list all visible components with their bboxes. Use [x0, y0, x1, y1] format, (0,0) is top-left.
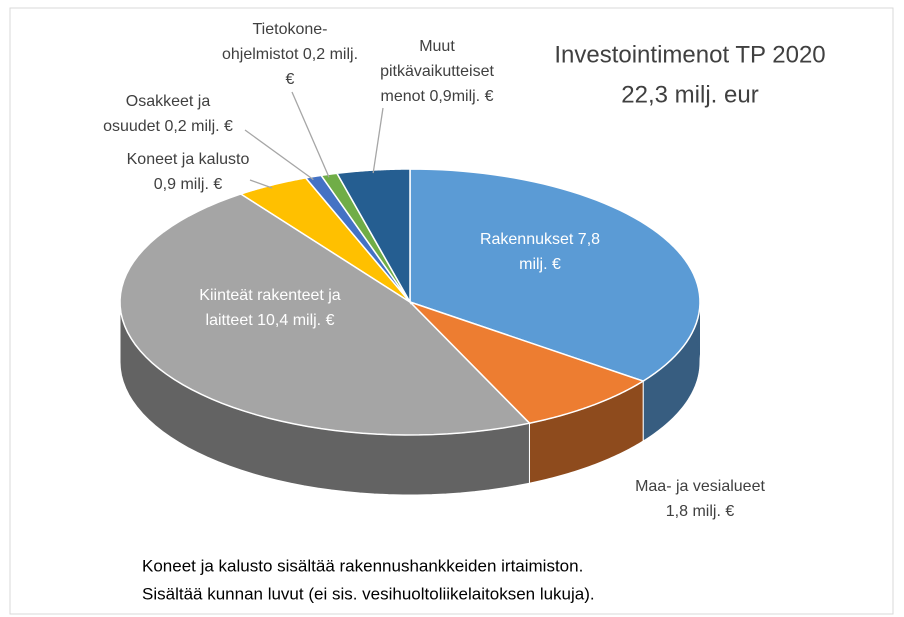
data-label: pitkävaikutteiset [380, 63, 494, 80]
leader-line [372, 107, 384, 174]
leader-line [249, 179, 273, 189]
slice [304, 174, 411, 303]
slice [119, 193, 531, 436]
data-label: laitteet 10,4 milj. € [206, 312, 335, 329]
data-label: menot 0,9milj. € [381, 88, 494, 105]
data-label: Osakkeet ja [126, 93, 211, 110]
leader-line [244, 129, 314, 181]
data-label: Koneet ja kalusto [127, 151, 250, 168]
slice [409, 301, 645, 425]
data-label: milj. € [519, 256, 561, 273]
data-label: ohjelmistot 0,2 milj. [222, 46, 358, 63]
slice [239, 177, 411, 303]
chart-title: Investointimenot TP 2020 [554, 41, 825, 68]
slice [319, 172, 411, 303]
data-label: Muut [419, 38, 455, 55]
data-label: 1,8 milj. € [666, 503, 735, 520]
slice [409, 168, 701, 382]
footnote: Koneet ja kalusto sisältää rakennushankk… [142, 556, 583, 575]
chart-title: 22,3 milj. eur [621, 81, 758, 108]
data-label: € [286, 71, 295, 88]
footnote: Sisältää kunnan luvut (ei sis. vesihuolt… [142, 584, 595, 603]
data-label: Rakennukset 7,8 [480, 231, 600, 248]
data-label: Kiinteät rakenteet ja [199, 287, 341, 304]
data-label: 0,9 milj. € [154, 176, 223, 193]
leader-line [291, 91, 330, 178]
data-label: Maa- ja vesialueet [635, 478, 765, 495]
data-label: osuudet 0,2 milj. € [103, 118, 233, 135]
data-label: Tietokone- [253, 21, 328, 38]
